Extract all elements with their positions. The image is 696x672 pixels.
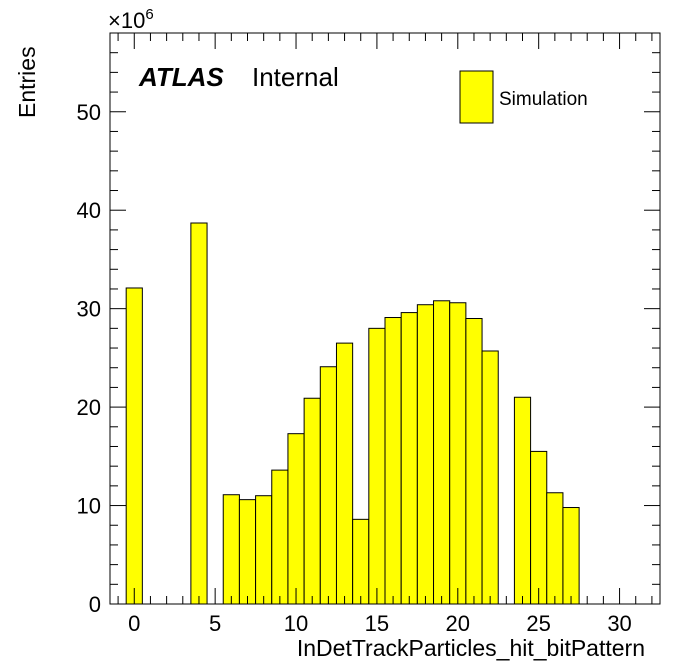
histogram-bar (271, 469, 289, 605)
histogram-bar (384, 317, 402, 605)
histogram-bar (238, 499, 257, 605)
x-tick-label: 20 (446, 611, 470, 636)
histogram-bar (433, 300, 451, 605)
x-tick-label: 30 (607, 611, 631, 636)
histogram-bar (400, 312, 418, 605)
x-tick-label: 15 (365, 611, 389, 636)
y-tick-label: 40 (77, 198, 101, 223)
tick-labels: 0 5 10 15 20 25 30 0 10 20 30 40 50 (77, 100, 632, 636)
histogram-bar (319, 366, 337, 605)
histogram-bar (352, 518, 370, 605)
atlas-label: ATLAS (138, 62, 224, 92)
x-axis-title: InDetTrackParticles_hit_bitPattern (297, 635, 645, 661)
histogram-bar (562, 507, 580, 605)
y-tick-label: 50 (77, 100, 101, 125)
histogram-bar (287, 433, 305, 605)
histogram-bars (125, 222, 580, 605)
histogram-bar (303, 397, 321, 605)
histogram-bar (190, 222, 208, 605)
x-tick-label: 5 (209, 611, 221, 636)
histogram-bar (546, 492, 564, 605)
x-tick-label: 0 (128, 611, 140, 636)
histogram-bar (335, 342, 354, 605)
y-axis-title: Entries (14, 46, 40, 118)
histogram-bar (416, 304, 435, 605)
histogram-bar (222, 494, 240, 605)
histogram-bar (530, 450, 548, 605)
legend-entry-simulation: Simulation (499, 89, 588, 110)
y-tick-label: 30 (77, 297, 101, 322)
plot-frame (109, 32, 661, 605)
internal-label: Internal (252, 62, 339, 92)
y-tick-label: 0 (89, 592, 101, 617)
histogram-bar (255, 495, 273, 605)
legend: Simulation (459, 70, 588, 124)
histogram-bar (481, 350, 499, 605)
histogram-bar (125, 287, 143, 605)
histogram-bar (513, 396, 532, 605)
histogram-bar (465, 318, 483, 605)
x-tick-label: 25 (526, 611, 550, 636)
histogram-bar (449, 302, 467, 605)
histogram-bar (368, 327, 386, 605)
y-axis-multiplier: ×106 (108, 6, 154, 33)
axis-ticks (110, 33, 660, 605)
legend-swatch (459, 70, 494, 124)
y-tick-label: 10 (77, 494, 101, 519)
y-tick-label: 20 (77, 395, 101, 420)
x-tick-label: 10 (284, 611, 308, 636)
